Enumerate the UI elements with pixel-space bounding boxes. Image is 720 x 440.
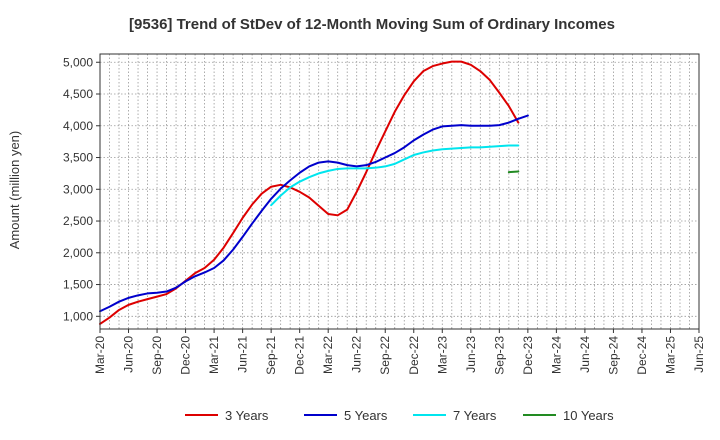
legend-label-3-years: 3 Years	[225, 408, 269, 423]
x-tick-label: Mar-21	[207, 336, 221, 374]
y-tick-label: 2,500	[63, 214, 93, 228]
x-tick-label: Sep-23	[492, 336, 506, 375]
plot-area	[100, 54, 699, 329]
legend-label-10-years: 10 Years	[563, 408, 614, 423]
x-tick-label: Jun-23	[464, 336, 478, 373]
y-tick-label: 3,500	[63, 151, 93, 165]
x-tick-label: Mar-24	[549, 336, 563, 374]
series-line-5-years	[99, 114, 529, 313]
x-tick-label: Sep-22	[378, 336, 392, 375]
x-tick-label: Sep-20	[150, 336, 164, 375]
x-tick-label: Dec-23	[521, 336, 535, 375]
x-tick-label: Sep-24	[606, 336, 620, 375]
x-tick-label: Dec-22	[407, 336, 421, 375]
y-tick-label: 1,000	[63, 309, 93, 323]
x-tick-label: Jun-20	[122, 336, 136, 373]
y-tick-label: 4,000	[63, 119, 93, 133]
x-tick-label: Mar-22	[321, 336, 335, 374]
grid	[99, 54, 700, 329]
y-tick-label: 1,500	[63, 278, 93, 292]
series-line-7-years	[270, 144, 520, 207]
y-axis-label: Amount (million yen)	[7, 131, 22, 250]
chart-title: [9536] Trend of StDev of 12-Month Moving…	[129, 16, 615, 33]
y-tick-label: 5,000	[63, 55, 93, 69]
x-tick-label: Jun-22	[350, 336, 364, 373]
y-tick-label: 4,500	[63, 87, 93, 101]
x-tick-label: Jun-25	[692, 336, 706, 373]
x-tick-label: Dec-20	[179, 336, 193, 375]
x-axis: Mar-20 Jun-20 Sep-20 Dec-20 Mar-21 Jun-21 Sep-…	[93, 329, 706, 375]
series-layer	[99, 60, 529, 325]
x-tick-label: Mar-25	[663, 336, 677, 374]
x-tick-label: Sep-21	[264, 336, 278, 375]
legend-label-5-years: 5 Years	[344, 408, 388, 423]
series-line-10-years	[507, 170, 520, 174]
x-tick-label: Mar-20	[93, 336, 107, 374]
y-tick-label: 2,000	[63, 246, 93, 260]
x-tick-label: Dec-24	[635, 336, 649, 375]
y-tick-label: 3,000	[63, 182, 93, 196]
x-tick-label: Dec-21	[293, 336, 307, 375]
y-axis: 1,000 1,500 2,000 2,500 3,000 3,500 4,000 4,500…	[63, 55, 100, 323]
legend: 3 Years 5 Years 7 Years 10 Years	[185, 408, 614, 423]
x-tick-label: Jun-24	[578, 336, 592, 373]
plot-frame	[99, 53, 700, 330]
series-line-3-years	[99, 60, 520, 325]
legend-label-7-years: 7 Years	[453, 408, 497, 423]
x-tick-label: Mar-23	[435, 336, 449, 374]
x-tick-label: Jun-21	[236, 336, 250, 373]
